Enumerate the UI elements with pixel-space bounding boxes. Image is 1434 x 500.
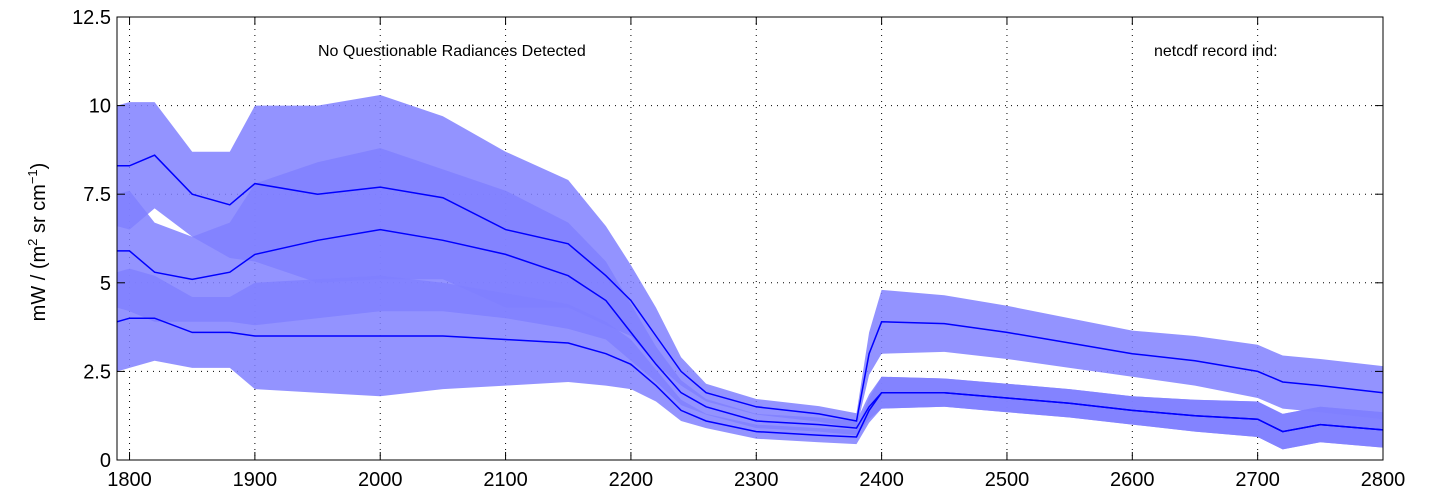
y-tick-label: 7.5 (83, 184, 111, 206)
y-tick-label: 12.5 (72, 7, 111, 29)
y-tick-labels: 0 2.5 5 7.5 10 12.5 (72, 7, 111, 472)
y-axis-label: mW / (m2 sr cm−1) (25, 163, 50, 322)
axis-ticks (117, 16, 1384, 461)
y-tick-label: 2.5 (83, 361, 111, 383)
x-tick-label: 2600 (1110, 469, 1155, 491)
series-1-line (117, 154, 1383, 422)
x-tick-label: 2800 (1361, 469, 1406, 491)
x-tick-label: 2100 (483, 469, 528, 491)
y-axis-label-mid: sr cm (28, 184, 50, 238)
x-tick-label: 2400 (859, 469, 904, 491)
x-tick-label: 1800 (107, 469, 152, 491)
x-tick-label: 2700 (1235, 469, 1280, 491)
annotation-netcdf-record: netcdf record ind: (1154, 43, 1278, 60)
y-tick-label: 10 (89, 96, 111, 118)
x-tick-label: 2000 (358, 469, 403, 491)
x-tick-labels: 1800 1900 2000 2100 2200 2300 2400 2500 2600 2700… (107, 469, 1405, 491)
y-axis-label-sup1: 2 (25, 239, 40, 246)
annotation-no-questionable: No Questionable Radiances Detected (318, 43, 586, 60)
x-tick-label: 2200 (609, 469, 654, 491)
x-tick-label: 2300 (734, 469, 779, 491)
x-tick-label: 2500 (985, 469, 1030, 491)
series-3-band (117, 268, 1383, 450)
radiance-bands (117, 95, 1383, 450)
y-axis-label-main: mW / (m (28, 246, 50, 322)
y-axis-label-end: ) (28, 163, 50, 170)
x-tick-label: 1900 (233, 469, 278, 491)
radiance-series-lines (117, 154, 1383, 438)
y-tick-label: 5 (100, 273, 111, 295)
y-tick-label: 0 (100, 450, 111, 472)
series-3-line (117, 317, 1383, 438)
series-2-band (117, 148, 1383, 450)
y-axis-label-sup2: −1 (25, 169, 40, 184)
plot-frame (116, 16, 1384, 461)
